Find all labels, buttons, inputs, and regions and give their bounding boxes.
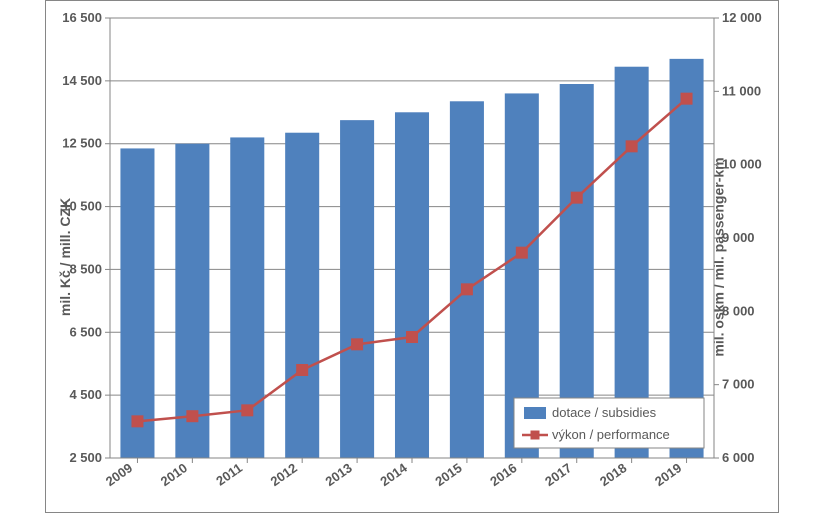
line-marker: [297, 365, 307, 375]
y1-tick-label: 16 500: [62, 10, 102, 25]
x-tick-label: 2012: [268, 460, 300, 489]
legend-label-bar: dotace / subsidies: [552, 405, 657, 420]
chart-container: mil. Kč / mill. CZK mil. oskm / mil. pas…: [0, 0, 824, 513]
line-marker: [572, 193, 582, 203]
y2-tick-label: 10 000: [722, 157, 762, 172]
line-marker: [682, 94, 692, 104]
y1-tick-label: 6 500: [69, 324, 102, 339]
x-tick-label: 2016: [487, 460, 519, 489]
legend-swatch-bar: [524, 407, 546, 419]
y2-tick-label: 11 000: [722, 83, 761, 98]
line-marker: [352, 339, 362, 349]
chart-plot: 2 500 4 500 6 500 8 500 10 500 12 500 14 500 16…: [45, 0, 779, 513]
y1-tick-label: 2 500: [69, 450, 102, 465]
y1-tick-label: 8 500: [69, 261, 102, 276]
y1-tick-label: 4 500: [69, 387, 102, 402]
line-marker: [517, 248, 527, 258]
x-tick-label: 2019: [652, 460, 684, 489]
y2-tick-label: 9 000: [722, 230, 755, 245]
y1-tick-label: 14 500: [62, 73, 102, 88]
x-tick-label: 2017: [542, 460, 574, 489]
legend-swatch-line-marker: [531, 431, 539, 439]
legend-label-line: výkon / performance: [552, 427, 670, 442]
y2-tick-label: 12 000: [722, 10, 762, 25]
line-marker: [627, 141, 637, 151]
x-tick-label: 2013: [323, 460, 355, 489]
legend: dotace / subsidies výkon / performance: [514, 398, 704, 448]
x-tick-label: 2011: [213, 460, 245, 488]
y2-tick-label: 6 000: [722, 450, 755, 465]
line-marker: [132, 416, 142, 426]
x-tick-label: 2014: [377, 460, 410, 489]
bar: [395, 112, 429, 458]
x-tick-label: 2015: [432, 460, 464, 489]
y1-tick-label: 10 500: [62, 199, 102, 214]
bar: [285, 133, 319, 458]
y1-tick-label: 12 500: [62, 136, 102, 151]
line-marker: [187, 411, 197, 421]
bar: [450, 101, 484, 458]
x-tick-label: 2018: [597, 460, 629, 489]
bar: [340, 120, 374, 458]
y2-tick-label: 7 000: [722, 377, 755, 392]
line-marker: [462, 284, 472, 294]
x-tick-label: 2010: [158, 460, 190, 489]
y2-tick-label: 8 000: [722, 303, 755, 318]
line-marker: [242, 405, 252, 415]
line-marker: [407, 332, 417, 342]
bar: [120, 148, 154, 458]
x-tick-label: 2009: [103, 460, 135, 489]
